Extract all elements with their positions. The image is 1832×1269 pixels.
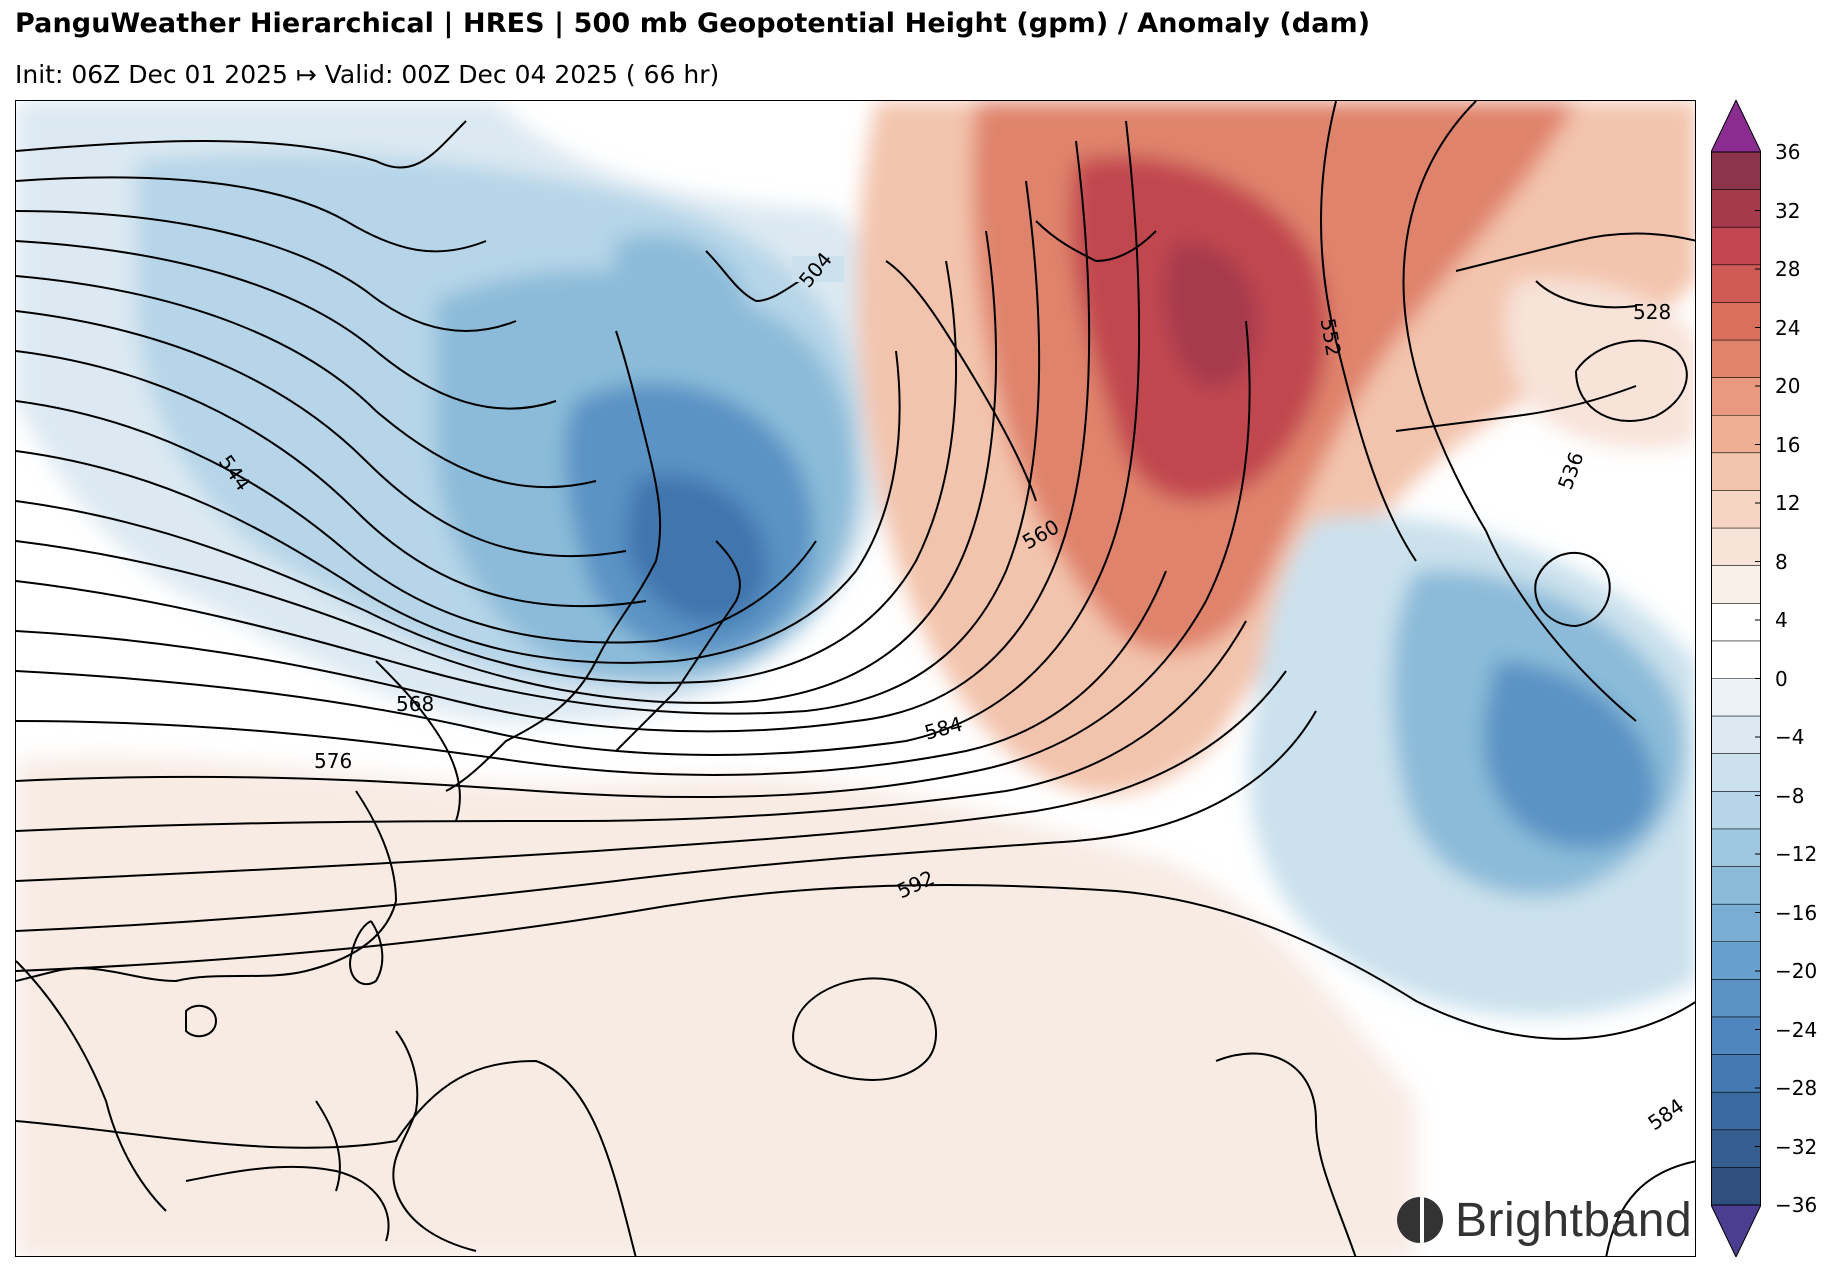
map-canvas: 504 544 552 528 536 560 568 576 584 592 … xyxy=(16,101,1695,1256)
contour-label: 568 xyxy=(396,692,434,716)
chart-title: PanguWeather Hierarchical | HRES | 500 m… xyxy=(15,8,1371,39)
contour-label: 584 xyxy=(1643,1094,1688,1136)
contour-label: 584 xyxy=(922,712,965,745)
colorbar-band xyxy=(1711,302,1761,341)
colorbar-tick-label: −28 xyxy=(1775,1076,1818,1100)
colorbar-tick-label: 12 xyxy=(1775,491,1801,515)
colorbar-band xyxy=(1711,904,1761,943)
brightband-logo-icon xyxy=(1397,1197,1443,1243)
colorbar-tick-label: 20 xyxy=(1775,374,1801,398)
colorbar-band xyxy=(1711,866,1761,905)
colorbar-tick-label: 36 xyxy=(1775,140,1801,164)
colorbar-band xyxy=(1711,152,1761,191)
colorbar-band xyxy=(1711,753,1761,792)
colorbar-band xyxy=(1711,678,1761,717)
contour-label: 528 xyxy=(1633,300,1671,324)
colorbar-tick-label: −12 xyxy=(1775,842,1818,866)
colorbar-band xyxy=(1711,490,1761,529)
colorbar-tick-label: 28 xyxy=(1775,257,1801,281)
colorbar-tick-label: −4 xyxy=(1775,725,1805,749)
colorbar-band xyxy=(1711,1129,1761,1168)
colorbar-band xyxy=(1711,1092,1761,1131)
colorbar-tick-label: 4 xyxy=(1775,608,1788,632)
coastlines xyxy=(16,220,1695,1252)
colorbar-band xyxy=(1711,941,1761,980)
colorbar-band xyxy=(1711,452,1761,491)
colorbar-tick-label: −24 xyxy=(1775,1017,1818,1042)
colorbar-band xyxy=(1711,415,1761,454)
colorbar-over-arrow xyxy=(1711,100,1761,153)
colorbar-band xyxy=(1711,640,1761,679)
colorbar-tick-label: −8 xyxy=(1775,783,1805,808)
chart-subtitle: Init: 06Z Dec 01 2025 ↦ Valid: 00Z Dec 0… xyxy=(15,60,720,89)
colorbar-band xyxy=(1711,603,1761,642)
colorbar-band xyxy=(1711,377,1761,416)
anomaly-shading xyxy=(16,101,1695,1256)
colorbar-band xyxy=(1711,828,1761,868)
colorbar-band xyxy=(1711,716,1761,755)
colorbar-band xyxy=(1711,979,1761,1018)
colorbar-tick-label: −20 xyxy=(1775,959,1818,983)
colorbar-band xyxy=(1711,264,1761,303)
colorbar-band xyxy=(1711,565,1761,604)
map-panel: 504 544 552 528 536 560 568 576 584 592 … xyxy=(15,100,1696,1257)
colorbar-tick-label: 24 xyxy=(1775,315,1801,340)
colorbar-tick-label: 16 xyxy=(1775,432,1801,457)
colorbar-band xyxy=(1711,1054,1761,1093)
contour-label: 536 xyxy=(1553,449,1589,493)
brightband-logo: Brightband xyxy=(1397,1192,1692,1248)
colorbar-band xyxy=(1711,340,1761,379)
colorbar-under-arrow xyxy=(1711,1204,1761,1257)
colorbar-tick-label: −16 xyxy=(1775,900,1818,925)
colorbar-band xyxy=(1711,528,1761,567)
contour-label: 576 xyxy=(314,749,352,773)
colorbar-tick-label: 0 xyxy=(1775,666,1788,691)
colorbar-band xyxy=(1711,1016,1761,1056)
colorbar-band xyxy=(1711,1167,1761,1206)
anomaly-colorbar xyxy=(1711,100,1761,1257)
colorbar-tick-label: 8 xyxy=(1775,549,1788,574)
colorbar-band xyxy=(1711,227,1761,266)
colorbar-tick-label: −36 xyxy=(1775,1193,1818,1217)
colorbar-band xyxy=(1711,791,1761,830)
colorbar-band xyxy=(1711,189,1761,228)
height-contours xyxy=(16,101,1695,1256)
colorbar-tick-label: −32 xyxy=(1775,1134,1818,1159)
colorbar-tick-label: 32 xyxy=(1775,198,1801,223)
brightband-logo-text: Brightband xyxy=(1455,1193,1693,1247)
